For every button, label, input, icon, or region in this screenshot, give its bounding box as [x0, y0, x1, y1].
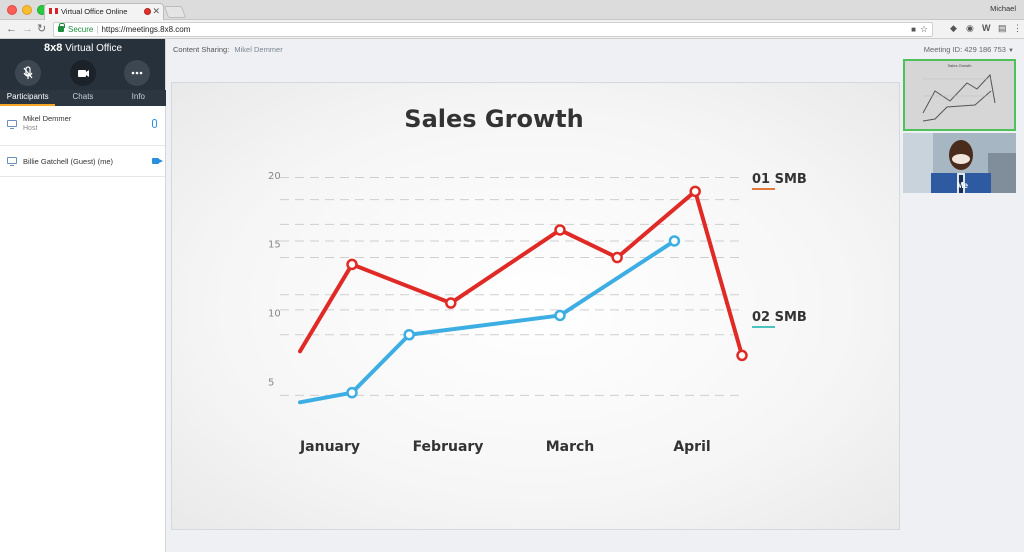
shared-screen-thumbnail[interactable]: Sales Growth — [903, 59, 1016, 131]
legend-label: 02 SMB — [752, 310, 807, 325]
secure-label: Secure — [68, 25, 94, 34]
data-point — [668, 235, 681, 247]
x-category-label: February — [413, 439, 484, 455]
tab-info[interactable]: Info — [131, 92, 145, 101]
shared-content-area: Sales Growth 5 10 15 20 January February March A… — [171, 82, 900, 530]
sales-growth-chart: Sales Growth 5 10 15 20 January February March A… — [268, 105, 807, 455]
app-brand: 8x8 Virtual Office — [0, 42, 166, 54]
camera-permission-icon[interactable]: ■ — [911, 25, 916, 34]
address-bar[interactable]: Secure | https://meetings.8x8.com ☆ ■ — [53, 22, 933, 37]
screen-share-icon — [7, 120, 17, 129]
browser-profile-name[interactable]: Michael — [990, 4, 1016, 13]
extension-icon[interactable]: ◉ — [966, 23, 974, 33]
content-sharing-label: Content Sharing: Mikel Demmer — [173, 45, 283, 54]
video-toggle-button[interactable] — [70, 60, 96, 86]
participant-name: Mikel Demmer — [23, 114, 72, 123]
tab-title: Virtual Office Online — [61, 7, 128, 16]
window-minimize-button[interactable] — [22, 5, 32, 15]
mute-microphone-button[interactable] — [15, 60, 41, 86]
microphone-icon[interactable] — [152, 119, 157, 128]
meeting-id-dropdown[interactable]: Meeting ID: 429 186 753 ▼ — [924, 45, 1014, 54]
sidebar-tabs: Participants Chats Info — [0, 90, 166, 106]
y-tick-label: 5 — [268, 378, 274, 389]
video-camera-icon — [78, 70, 89, 77]
screen-share-icon — [7, 157, 17, 166]
participant-name: Billie Gatchell (Guest) (me) — [23, 157, 114, 166]
content-sharing-title: Content Sharing: — [173, 45, 230, 54]
microphone-off-icon — [23, 66, 33, 79]
data-point — [689, 185, 701, 198]
data-point — [445, 297, 457, 309]
y-tick-label: 20 — [268, 171, 281, 182]
legend-label: 01 SMB — [752, 172, 807, 187]
self-video-label: Me — [956, 181, 968, 190]
extension-icon[interactable]: ▤ — [998, 23, 1007, 33]
self-video-image — [903, 133, 1016, 193]
data-point — [346, 258, 358, 271]
data-point — [736, 349, 748, 362]
brand-logo: 8x8 — [43, 42, 63, 54]
x-category-label: April — [673, 439, 710, 455]
mini-chart-icon — [922, 73, 996, 122]
data-point — [403, 328, 415, 341]
browser-titlebar: Virtual Office Online ✕ Michael — [0, 0, 1024, 20]
window-close-button[interactable] — [7, 5, 17, 15]
browser-tab[interactable]: Virtual Office Online ✕ — [44, 3, 164, 20]
participant-row[interactable]: Billie Gatchell (Guest) (me) — [0, 146, 165, 177]
video-camera-icon[interactable] — [152, 158, 163, 164]
forward-arrow-icon[interactable]: → — [22, 23, 33, 35]
sidebar-header: 8x8 Virtual Office Participants Chats — [0, 39, 166, 106]
back-arrow-icon[interactable]: ← — [6, 23, 17, 35]
browser-menu-icon[interactable]: ⋮ — [1013, 23, 1022, 33]
participant-row[interactable]: Mikel Demmer Host — [0, 106, 165, 146]
y-tick-label: 15 — [268, 240, 281, 251]
data-point — [554, 309, 566, 322]
bookmark-star-icon[interactable]: ☆ — [919, 24, 928, 34]
series-line — [298, 189, 744, 358]
meeting-id-text: Meeting ID: 429 186 753 — [923, 45, 1006, 54]
participant-role: Host — [23, 125, 38, 132]
tab-participants[interactable]: Participants — [0, 90, 56, 106]
canada-flag-icon — [49, 8, 58, 14]
data-point — [611, 251, 623, 264]
extension-icon[interactable]: W — [982, 23, 991, 33]
y-tick-label: 10 — [268, 309, 281, 320]
self-video-tile[interactable]: Me — [903, 133, 1016, 193]
brand-name: Virtual Office — [62, 43, 123, 54]
thumbnail-title: Sales Growth — [947, 63, 972, 68]
more-options-button[interactable] — [124, 60, 150, 86]
x-category-label: March — [546, 439, 595, 455]
chart-title: Sales Growth — [404, 105, 583, 133]
reload-icon[interactable]: ↻ — [37, 23, 47, 35]
data-point — [554, 224, 566, 236]
url-text: https://meetings.8x8.com — [101, 25, 191, 34]
data-point — [346, 386, 358, 399]
sidebar: 8x8 Virtual Office Participants Chats — [0, 39, 166, 552]
content-sharing-user: Mikel Demmer — [234, 45, 283, 54]
lock-icon — [58, 23, 65, 32]
new-tab-button[interactable] — [163, 6, 187, 18]
chevron-down-icon: ▼ — [1008, 48, 1014, 54]
recording-icon — [144, 8, 151, 15]
x-category-label: January — [299, 439, 360, 455]
more-dots-icon — [131, 71, 143, 75]
extension-icon[interactable]: ◆ — [950, 23, 957, 33]
tab-chats[interactable]: Chats — [72, 92, 94, 101]
browser-toolbar: ← → ↻ Secure | https://meetings.8x8.com ☆ … — [0, 20, 1024, 39]
tab-close-icon[interactable]: ✕ — [152, 6, 160, 16]
